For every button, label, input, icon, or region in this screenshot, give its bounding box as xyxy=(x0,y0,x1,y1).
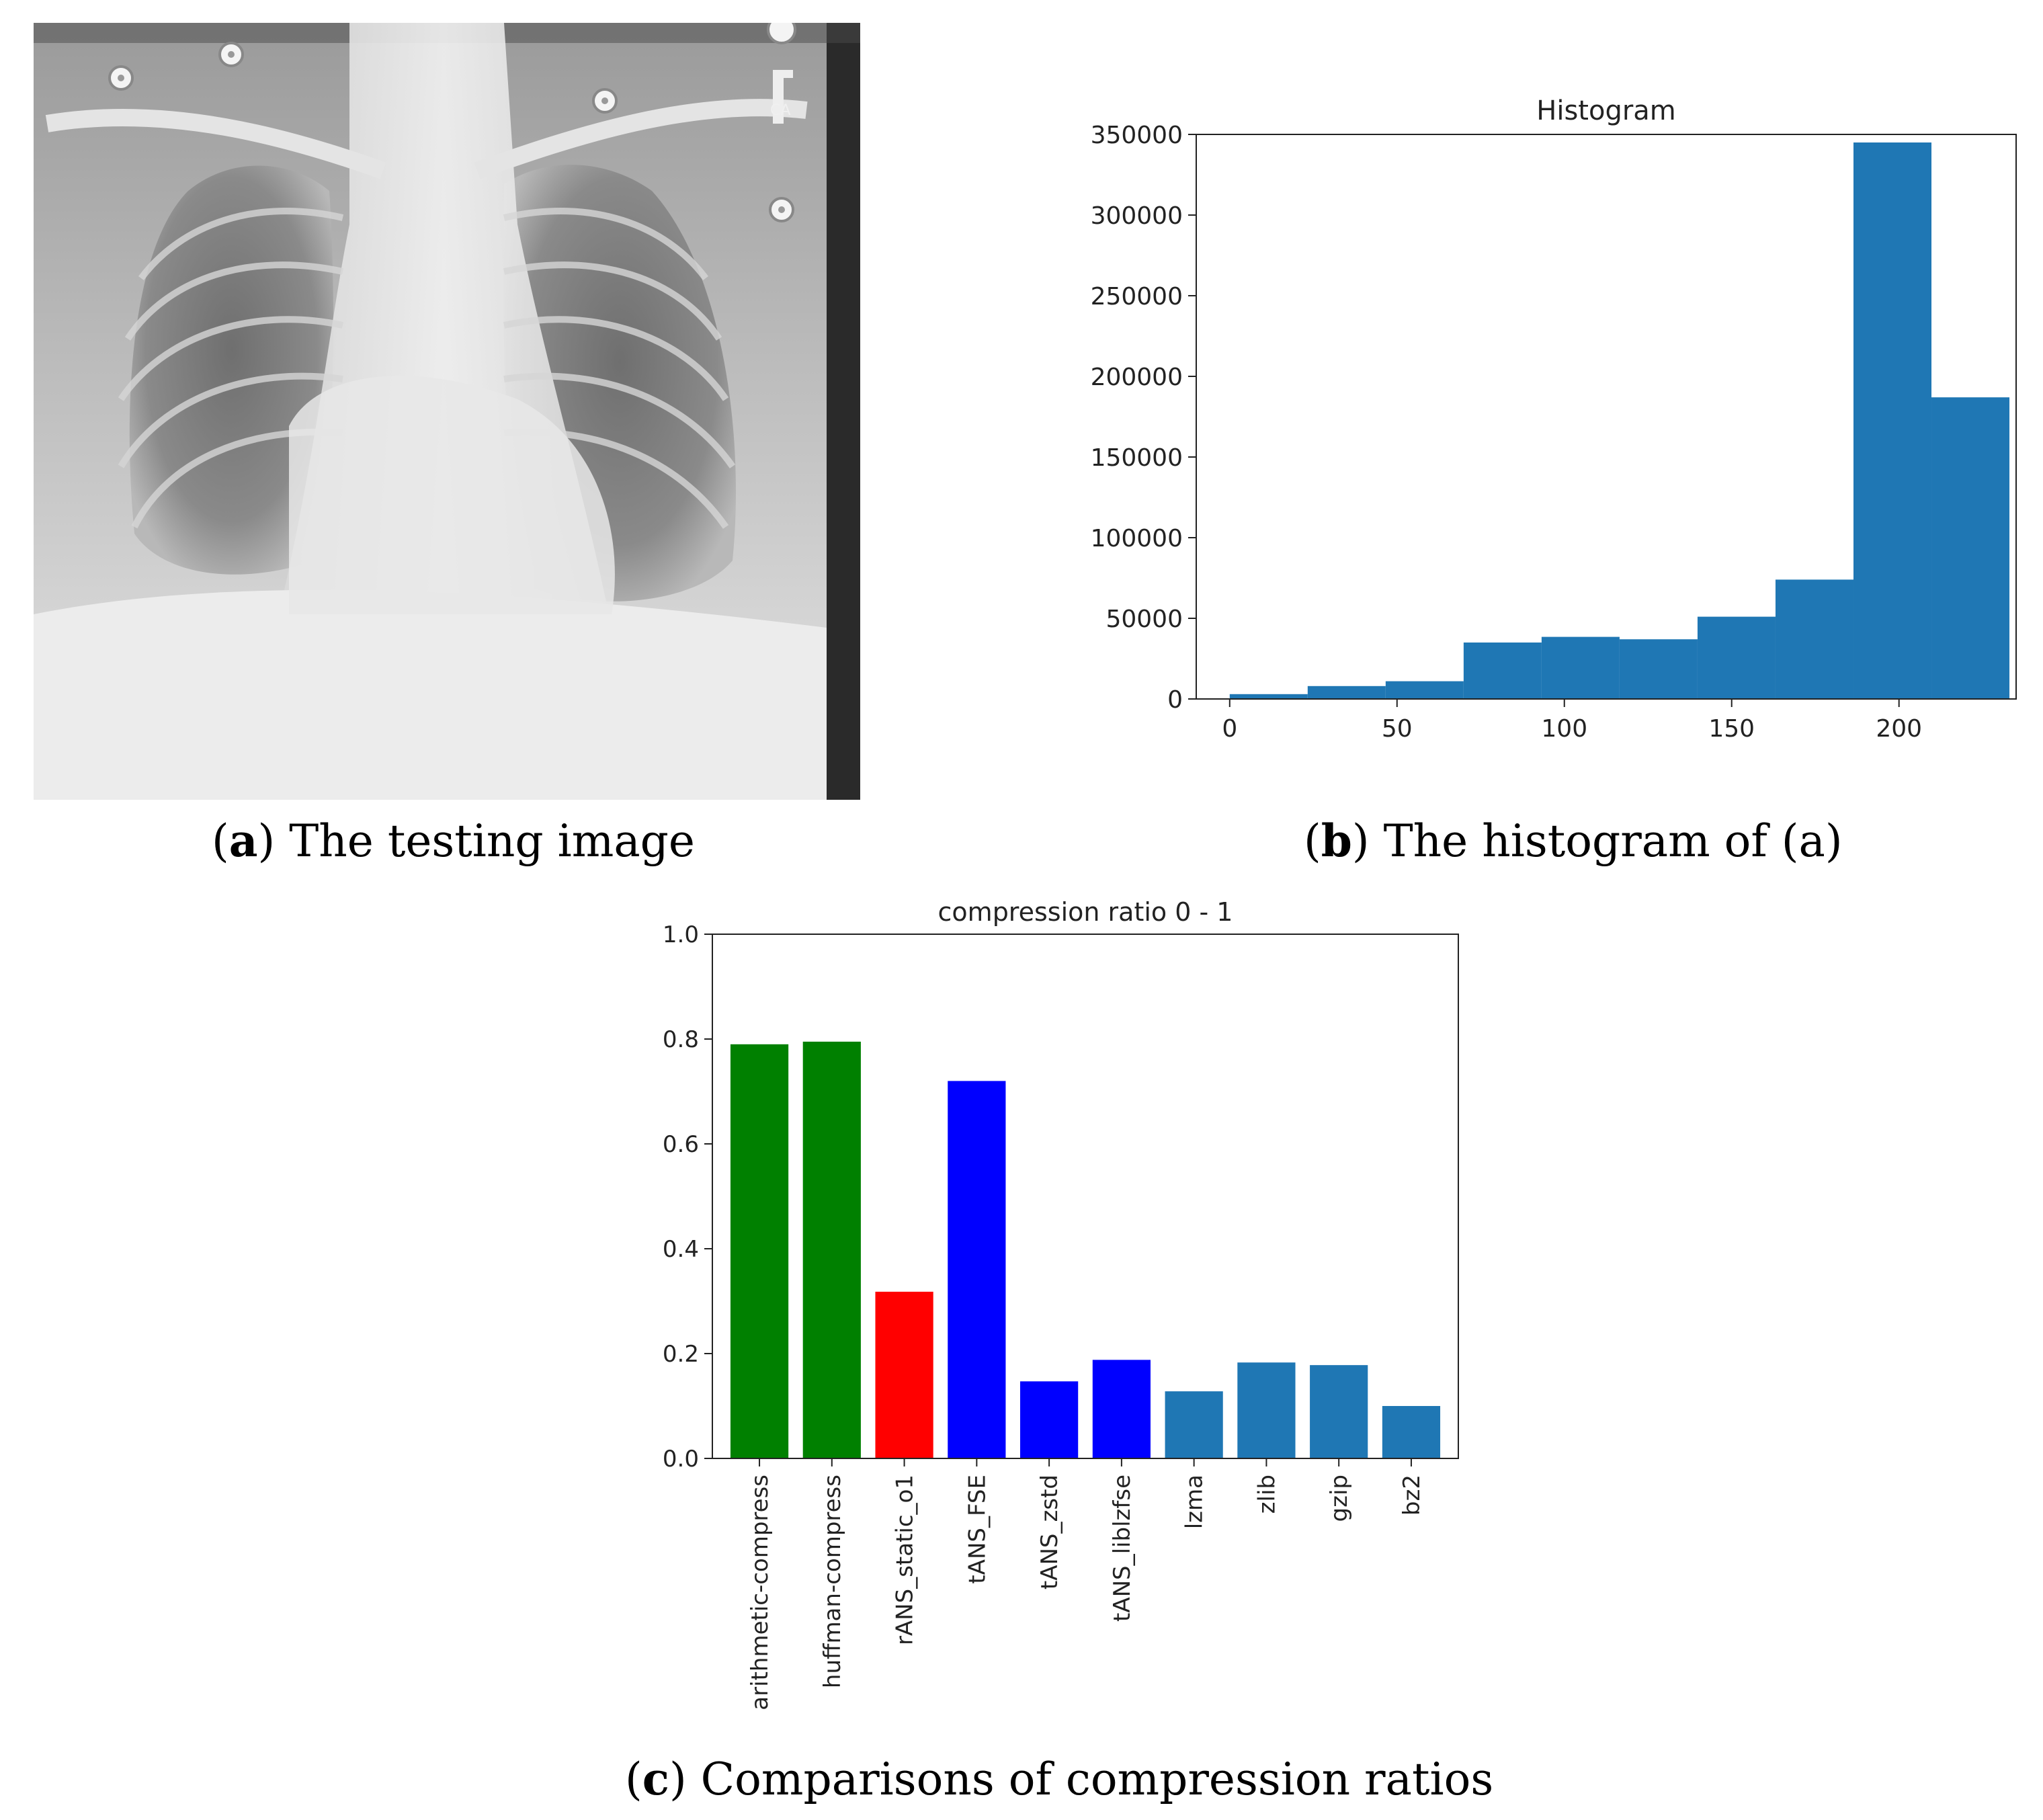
compression-ytick-label: 1.0 xyxy=(663,921,699,948)
compression-bar-tANS_liblzfse xyxy=(1092,1360,1151,1458)
histogram-xtick-label: 150 xyxy=(1708,715,1755,743)
histogram-xtick-label: 50 xyxy=(1382,715,1413,743)
compression-ytick-label: 0.0 xyxy=(663,1446,699,1473)
histogram-bar-1 xyxy=(1307,686,1386,699)
caption-a: (a) The testing image xyxy=(212,815,695,867)
xray-image: CA xyxy=(34,15,860,800)
histogram-bar-3 xyxy=(1463,643,1542,699)
caption-c-letter: c xyxy=(642,1753,669,1805)
histogram-bar-6 xyxy=(1697,616,1776,699)
compression-bar-arithmetic-compress xyxy=(730,1044,789,1458)
compression-xtick-label: huffman-compress xyxy=(819,1475,846,1688)
histogram-bar-5 xyxy=(1619,639,1698,699)
compression-bar-huffman-compress xyxy=(802,1041,861,1458)
caption-b: (b) The histogram of (a) xyxy=(1304,815,1843,867)
histogram-xtick-label: 0 xyxy=(1222,715,1237,743)
compression-bar-rANS_static_o1 xyxy=(875,1291,933,1458)
histogram-bar-8 xyxy=(1853,142,1932,699)
histogram-ytick-label: 350000 xyxy=(1091,122,1183,149)
compression-chart: compression ratio 0 - 1 arithmetic-compr… xyxy=(663,897,1459,1710)
histogram-ytick-label: 150000 xyxy=(1091,444,1183,472)
compression-xtick-label: bz2 xyxy=(1399,1475,1425,1516)
compression-frame xyxy=(712,934,1459,1459)
caption-a-text: The testing image xyxy=(289,815,695,867)
histogram-chart: Histogram 0 50000 100000 150000 200000 250000… xyxy=(1091,95,2017,743)
compression-xtick-label: tANS_liblzfse xyxy=(1109,1475,1136,1622)
histogram-title: Histogram xyxy=(1536,95,1676,126)
compression-xtick-label: tANS_FSE xyxy=(964,1475,991,1584)
compression-ytick-label: 0.6 xyxy=(663,1131,699,1158)
histogram-ytick-label: 50000 xyxy=(1106,606,1183,633)
caption-b-letter: b xyxy=(1321,815,1352,867)
caption-a-letter: a xyxy=(228,815,258,867)
compression-ytick-label: 0.2 xyxy=(663,1341,699,1368)
compression-xtick-label: lzma xyxy=(1181,1475,1208,1529)
compression-ytick-label: 0.4 xyxy=(663,1236,699,1263)
histogram-ytick-label: 250000 xyxy=(1091,283,1183,311)
caption-b-text: The histogram of (a) xyxy=(1383,815,1843,867)
compression-xtick-label: arithmetic-compress xyxy=(747,1475,774,1710)
histogram-bar-7 xyxy=(1775,579,1853,699)
histogram-ytick-label: 200000 xyxy=(1091,364,1183,391)
histogram-frame xyxy=(1196,134,2017,700)
compression-xtick-label: rANS_static_o1 xyxy=(892,1475,919,1645)
histogram-xtick-label: 200 xyxy=(1876,715,1922,743)
histogram-bar-2 xyxy=(1385,681,1464,699)
histogram-xtick-label: 100 xyxy=(1541,715,1587,743)
compression-bar-zlib xyxy=(1237,1362,1296,1458)
compression-xtick-label: tANS_zstd xyxy=(1036,1475,1063,1589)
compression-bar-tANS_FSE xyxy=(948,1081,1006,1458)
xray-svg xyxy=(34,15,860,800)
compression-xtick-label: zlib xyxy=(1253,1475,1280,1514)
histogram-ytick-label: 300000 xyxy=(1091,202,1183,230)
compression-bar-tANS_zstd xyxy=(1020,1381,1079,1458)
xray-marker-label: CA xyxy=(770,102,791,119)
histogram-bar-4 xyxy=(1541,636,1620,699)
histogram-ytick-label: 100000 xyxy=(1091,525,1183,552)
compression-bar-lzma xyxy=(1165,1391,1223,1458)
histogram-ytick-label: 0 xyxy=(1167,686,1183,714)
histogram-bar-9 xyxy=(1931,397,2010,699)
caption-c-text: Comparisons of compression ratios xyxy=(700,1753,1494,1805)
caption-c: (c) Comparisons of compression ratios xyxy=(625,1753,1494,1805)
histogram-bar-0 xyxy=(1229,694,1308,699)
compression-ytick-label: 0.8 xyxy=(663,1026,699,1053)
compression-bar-gzip xyxy=(1310,1365,1368,1458)
compression-bar-bz2 xyxy=(1382,1406,1441,1458)
compression-xtick-label: gzip xyxy=(1326,1475,1353,1522)
compression-title: compression ratio 0 - 1 xyxy=(938,897,1233,927)
